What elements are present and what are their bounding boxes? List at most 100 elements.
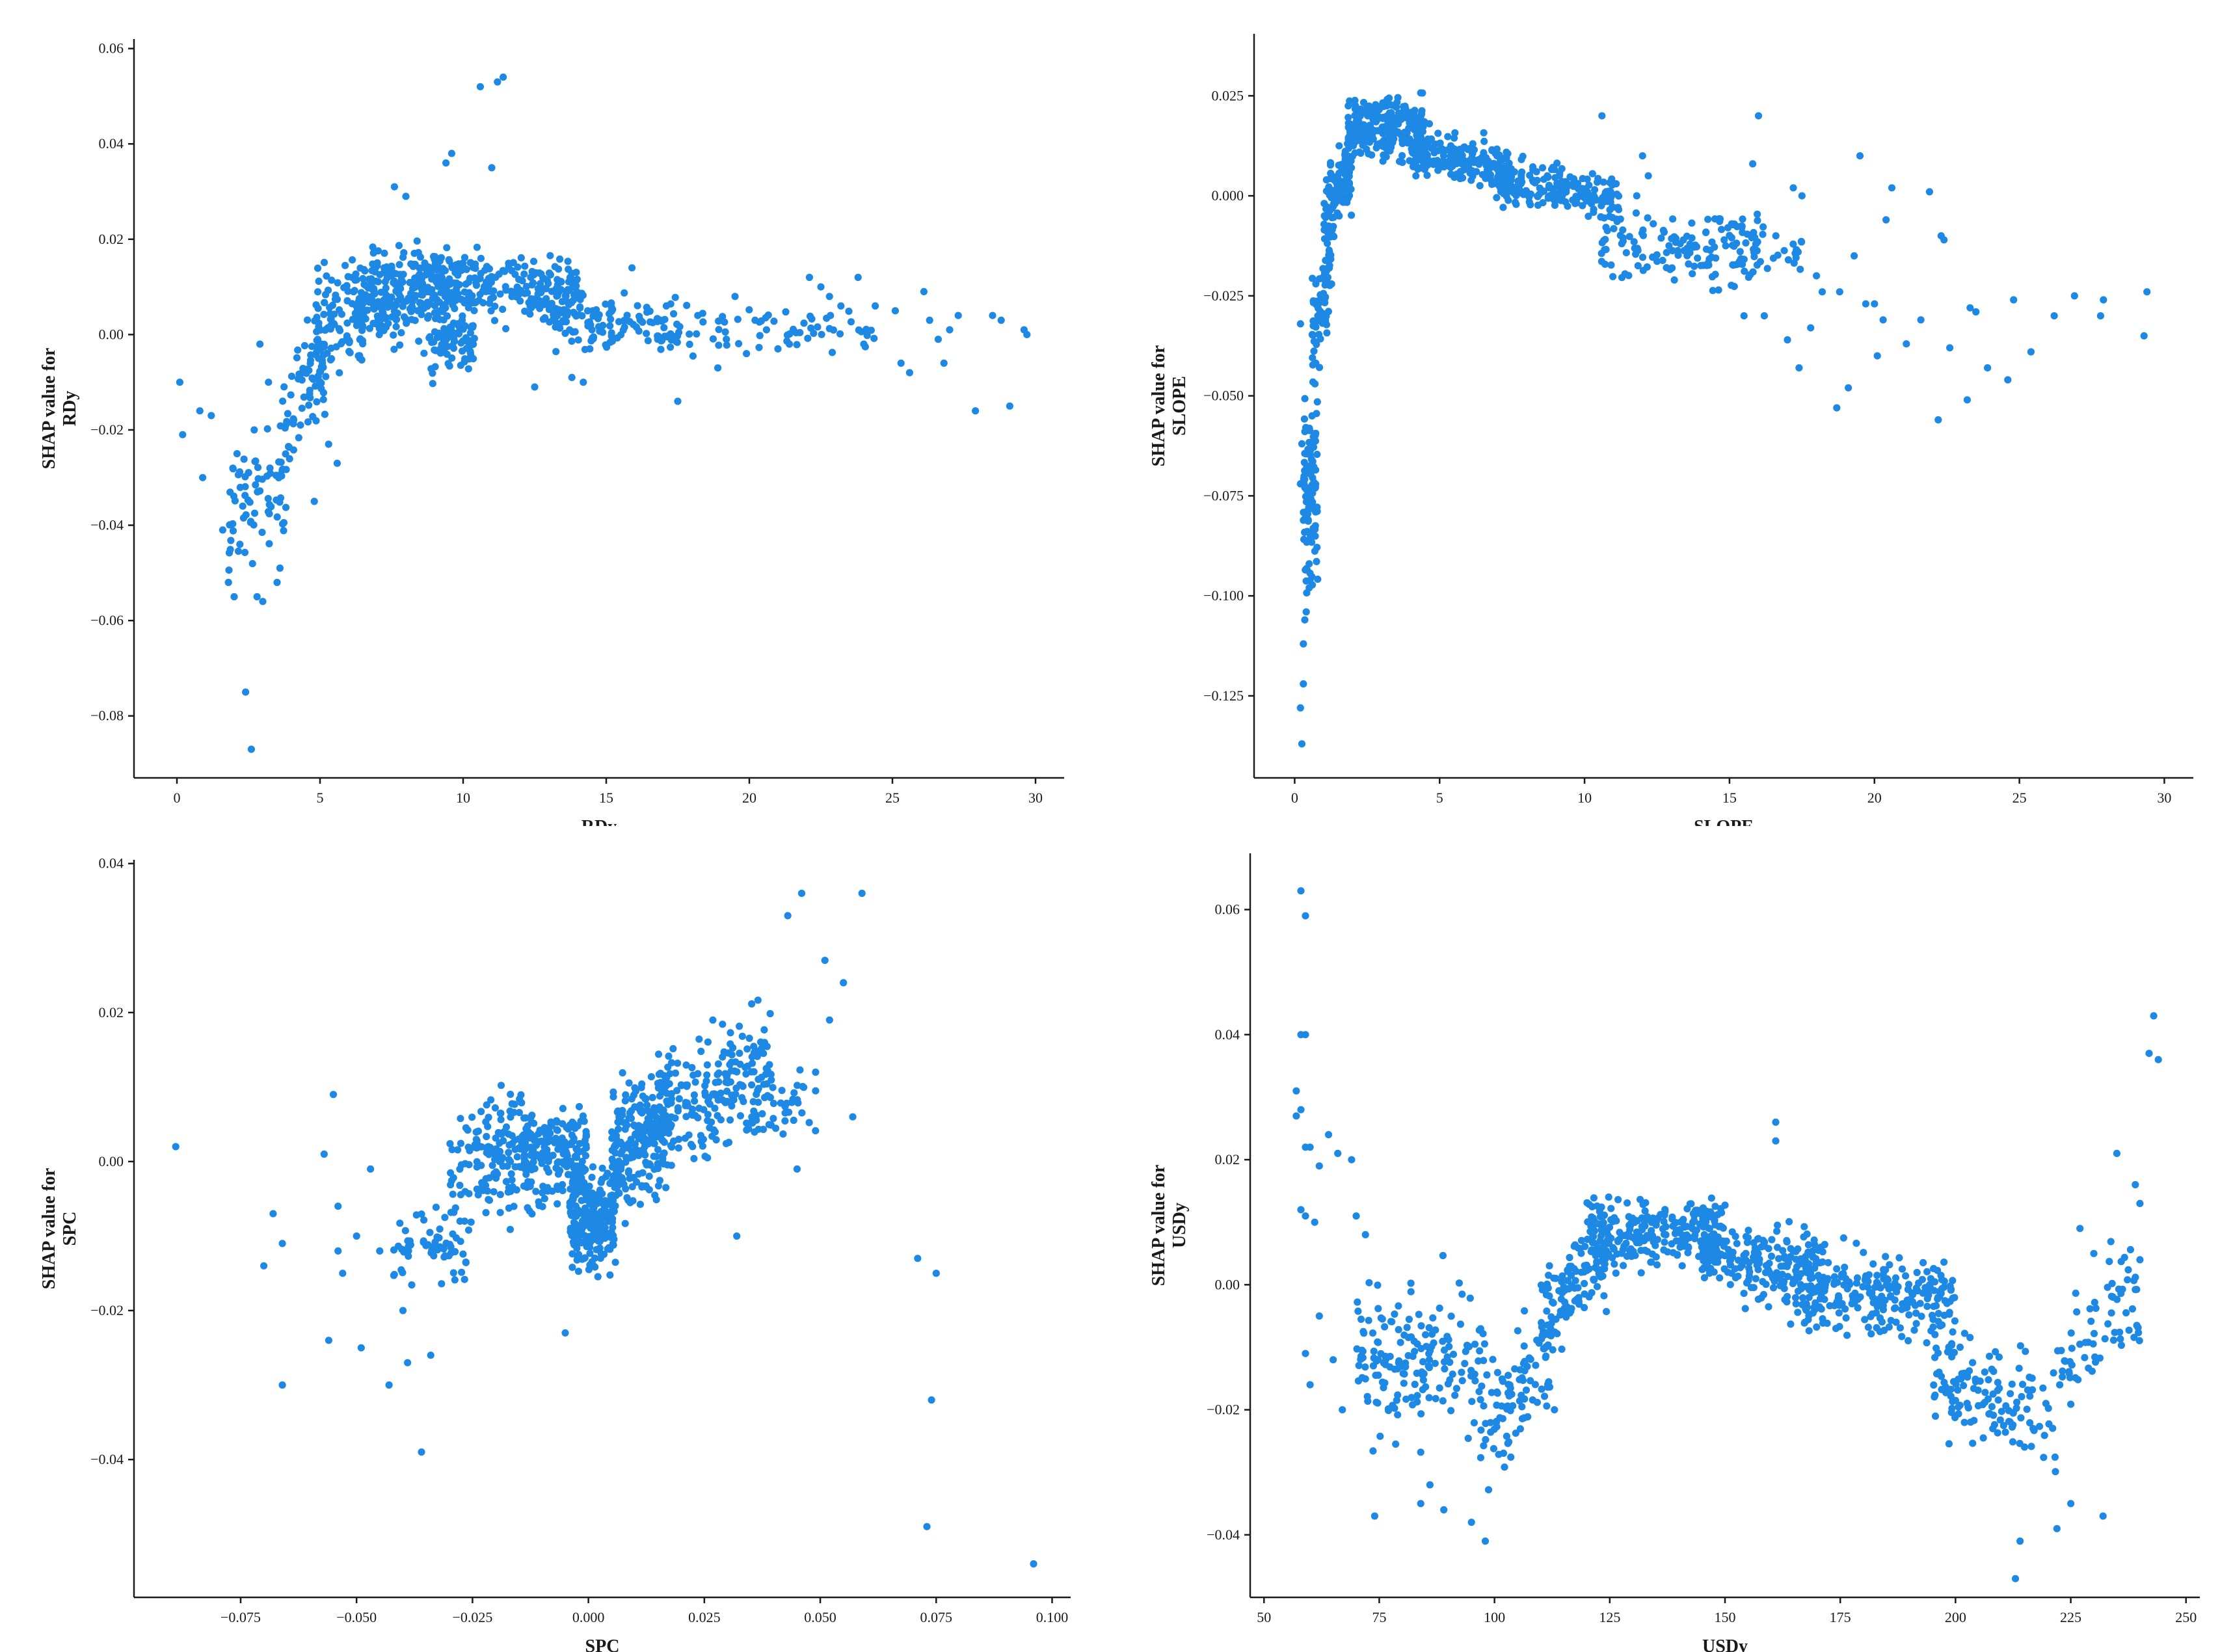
data-point: [762, 1071, 769, 1078]
data-point: [1704, 1224, 1712, 1232]
data-point: [1839, 1234, 1847, 1242]
data-point: [622, 1185, 630, 1193]
data-point: [1964, 1403, 1972, 1411]
data-point: [1736, 248, 1744, 256]
data-point: [686, 330, 693, 338]
data-point: [565, 300, 573, 308]
data-point: [1789, 240, 1797, 248]
data-point: [287, 391, 295, 399]
data-point: [2117, 1258, 2125, 1266]
data-point: [1381, 144, 1389, 152]
data-point: [1381, 1379, 1389, 1387]
data-point: [468, 292, 476, 300]
data-point: [1476, 181, 1484, 190]
data-point: [807, 324, 815, 332]
data-point: [427, 1352, 435, 1359]
data-point: [1901, 1303, 1908, 1311]
data-point: [688, 1063, 696, 1072]
data-point: [891, 307, 899, 315]
data-point: [1817, 1244, 1825, 1251]
data-point: [1330, 213, 1337, 221]
data-point: [1468, 1398, 1476, 1406]
data-point: [1305, 450, 1313, 458]
data-point: [426, 1229, 434, 1236]
data-point: [522, 1158, 530, 1167]
data-point: [642, 1182, 650, 1190]
data-point: [1348, 164, 1356, 172]
data-point: [1644, 214, 1652, 222]
data-point: [794, 1082, 801, 1089]
data-point: [1947, 1409, 1955, 1417]
y-tick-label: −0.100: [1203, 587, 1244, 604]
data-point: [1335, 212, 1343, 220]
data-point: [1505, 1372, 1512, 1379]
data-point: [654, 1146, 662, 1154]
data-point: [496, 1139, 503, 1147]
data-point: [593, 1246, 600, 1253]
data-point: [1417, 1410, 1425, 1418]
data-point: [2068, 1344, 2076, 1352]
data-point: [439, 267, 448, 275]
data-point: [2067, 1329, 2075, 1337]
data-point: [571, 1169, 580, 1177]
data-point: [477, 254, 485, 262]
data-point: [1919, 1259, 1927, 1266]
data-point: [704, 1154, 712, 1162]
data-point: [449, 1269, 457, 1277]
data-point: [1434, 129, 1442, 137]
data-point: [561, 1329, 569, 1337]
data-point: [513, 1153, 521, 1161]
data-point: [485, 1195, 492, 1203]
data-point: [1631, 1251, 1639, 1259]
data-point: [1634, 262, 1642, 270]
data-point: [588, 1258, 596, 1266]
data-point: [396, 1219, 404, 1227]
data-point: [743, 1126, 751, 1134]
data-point: [2133, 1286, 2141, 1294]
data-point: [404, 1359, 412, 1366]
data-point: [724, 1079, 732, 1087]
data-point: [1882, 216, 1890, 224]
data-point: [750, 1043, 758, 1050]
data-point: [2018, 1381, 2027, 1389]
data-point: [2050, 1369, 2057, 1377]
data-point: [1348, 211, 1356, 219]
data-point: [552, 319, 560, 326]
data-point: [1321, 315, 1329, 323]
data-point: [1784, 256, 1792, 264]
data-point: [710, 1126, 717, 1134]
data-point: [704, 1117, 712, 1125]
data-point: [1366, 138, 1374, 146]
data-point: [429, 252, 438, 260]
data-point: [1493, 1368, 1501, 1376]
data-point: [845, 308, 853, 315]
data-point: [351, 287, 358, 295]
data-point: [1851, 252, 1858, 260]
data-point: [1583, 1266, 1591, 1274]
data-point: [468, 338, 477, 345]
x-tick-label: 150: [1715, 1609, 1736, 1625]
data-point: [282, 450, 289, 458]
data-point: [315, 377, 323, 385]
data-point: [1412, 172, 1420, 180]
x-tick-label: −0.075: [221, 1609, 261, 1625]
data-point: [549, 1151, 557, 1159]
data-point: [2016, 1342, 2024, 1350]
data-point: [1714, 1253, 1722, 1261]
data-point: [1423, 171, 1431, 180]
data-point: [1893, 1288, 1901, 1296]
data-point: [1756, 258, 1764, 265]
data-point: [443, 244, 451, 252]
data-point: [1609, 1244, 1617, 1251]
data-point: [836, 330, 844, 338]
data-point: [726, 1116, 734, 1124]
data-point: [1571, 1284, 1579, 1292]
data-point: [1881, 1296, 1889, 1304]
data-point: [797, 889, 806, 898]
data-point: [828, 349, 836, 356]
data-point: [1669, 1222, 1677, 1230]
data-point: [1503, 148, 1510, 156]
data-point: [1760, 312, 1768, 320]
data-point: [1869, 1293, 1877, 1301]
data-point: [675, 328, 683, 336]
